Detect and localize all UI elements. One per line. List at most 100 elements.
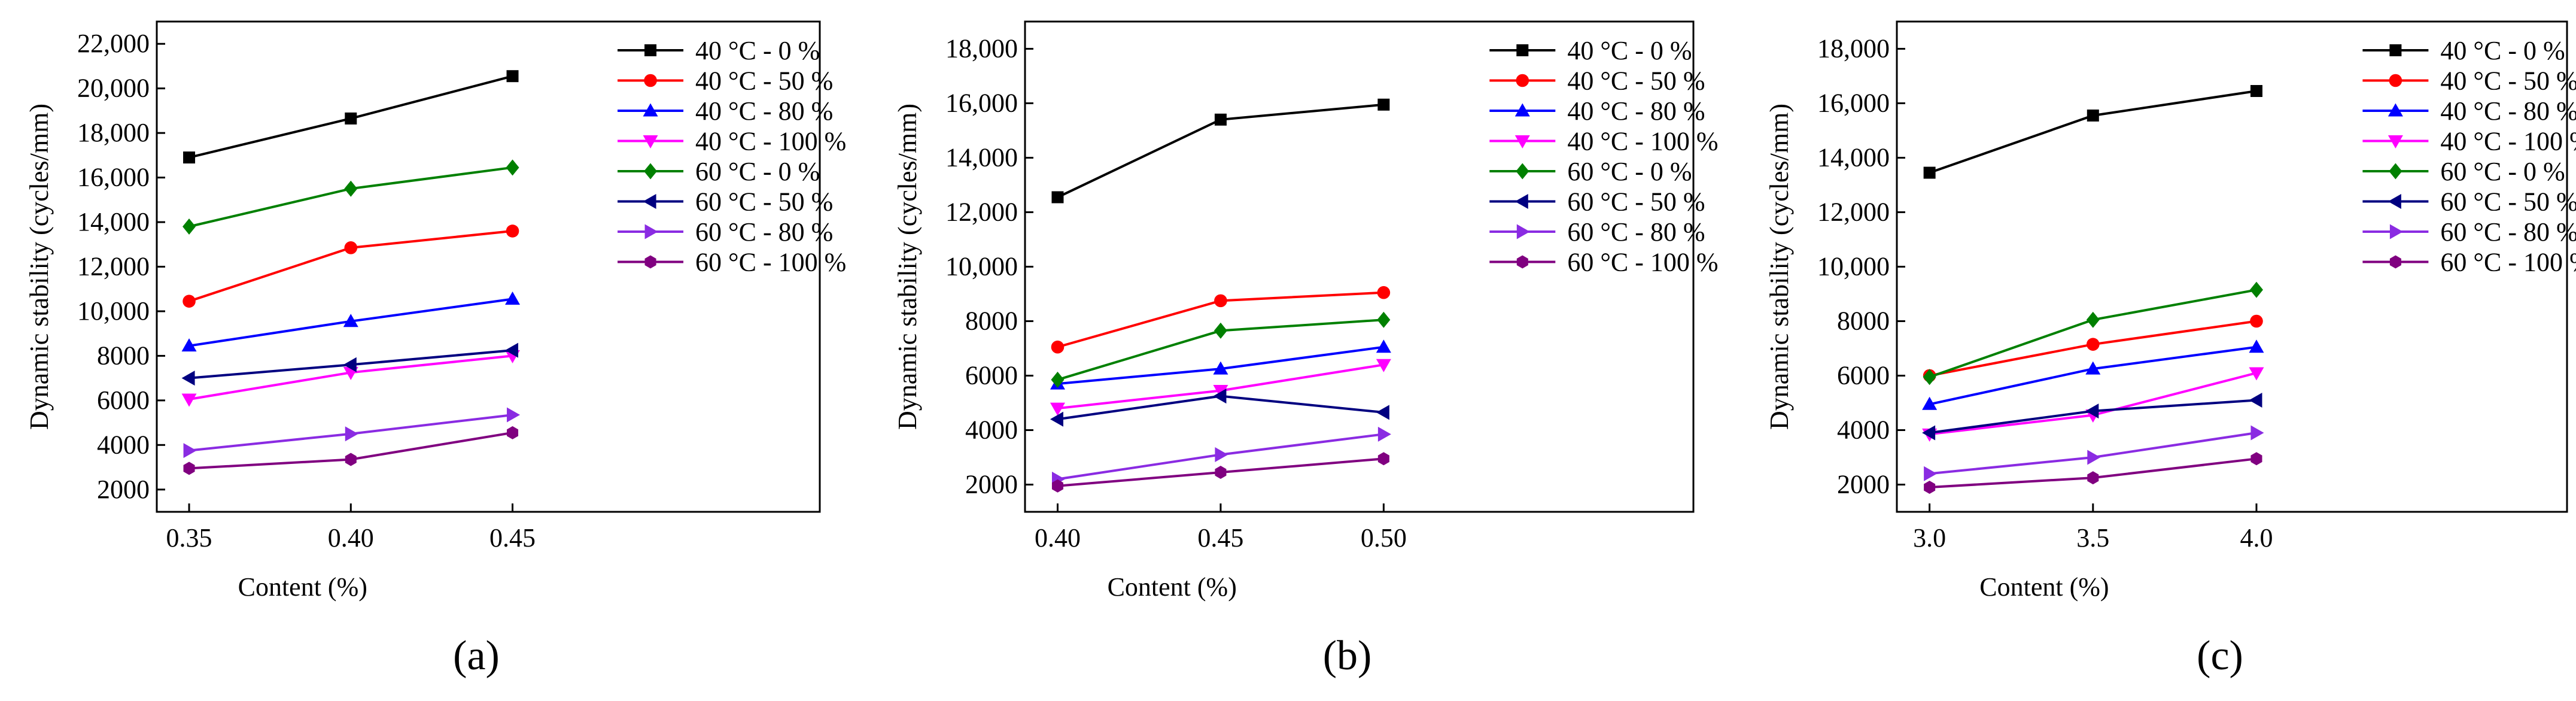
y-tick-label: 8000 bbox=[97, 341, 150, 370]
legend-marker bbox=[644, 44, 657, 56]
series-1 bbox=[183, 70, 519, 164]
y-tick-label: 16,000 bbox=[77, 163, 150, 192]
y-tick-label: 12,000 bbox=[1817, 198, 1890, 227]
data-point bbox=[2086, 311, 2100, 328]
legend-marker bbox=[2389, 74, 2402, 87]
data-point bbox=[507, 426, 519, 439]
data-point bbox=[183, 295, 196, 308]
data-point bbox=[1376, 339, 1391, 353]
data-point bbox=[1922, 425, 1936, 441]
legend-entry: 40 °C - 50 % bbox=[2362, 66, 2576, 96]
y-tick-label: 16,000 bbox=[945, 89, 1018, 118]
series-1 bbox=[1923, 85, 2262, 179]
y-tick-label: 18,000 bbox=[1817, 34, 1890, 63]
y-tick-label: 14,000 bbox=[1817, 143, 1890, 172]
panel-caption: (b) bbox=[1323, 633, 1372, 679]
data-point bbox=[1214, 322, 1227, 339]
legend-marker bbox=[644, 255, 656, 269]
data-point bbox=[1215, 447, 1228, 462]
series-7 bbox=[183, 407, 521, 459]
legend-marker bbox=[1516, 74, 1529, 87]
y-tick-label: 20,000 bbox=[77, 74, 150, 103]
series-2 bbox=[1923, 314, 2263, 383]
legend-entry: 40 °C - 100 % bbox=[1489, 127, 1719, 156]
legend-label: 60 °C - 100 % bbox=[2440, 248, 2576, 277]
legend-label: 40 °C - 100 % bbox=[1567, 127, 1718, 156]
legend-label: 40 °C - 80 % bbox=[695, 96, 833, 126]
data-point bbox=[343, 357, 357, 372]
data-point bbox=[1050, 411, 1063, 427]
legend-marker bbox=[1516, 163, 1529, 180]
legend-marker bbox=[2388, 103, 2403, 117]
chart-panel-1: 2000 4000 6000 8000 10,000 12,000 14,000 16,000… bbox=[25, 20, 846, 602]
legend-marker bbox=[1514, 135, 1530, 148]
series-7 bbox=[1924, 425, 2264, 481]
legend-marker bbox=[2388, 194, 2401, 209]
data-point bbox=[1923, 166, 1936, 179]
legend-entry: 60 °C - 50 % bbox=[618, 187, 833, 217]
legend-marker bbox=[1516, 255, 1528, 269]
legend-label: 40 °C - 50 % bbox=[2440, 66, 2576, 96]
y-tick-label: 18,000 bbox=[945, 34, 1018, 63]
legend-label: 60 °C - 80 % bbox=[695, 217, 833, 247]
series-5 bbox=[1923, 281, 2263, 386]
data-point bbox=[2250, 85, 2262, 98]
y-tick-label: 14,000 bbox=[77, 207, 150, 236]
y-axis-title: Dynamic stability (cycles/mm) bbox=[1765, 104, 1794, 430]
series-5 bbox=[183, 159, 519, 235]
data-point bbox=[181, 371, 195, 386]
data-point bbox=[1214, 294, 1227, 308]
series-8 bbox=[183, 426, 519, 475]
data-point bbox=[506, 70, 519, 83]
series-line bbox=[188, 166, 513, 228]
legend-label: 40 °C - 0 % bbox=[695, 36, 820, 65]
series-6 bbox=[1050, 389, 1389, 427]
data-point bbox=[505, 342, 519, 358]
legend-entry: 60 °C - 0 % bbox=[618, 157, 820, 186]
data-point bbox=[507, 407, 521, 423]
data-point bbox=[1050, 402, 1065, 416]
legend-label: 60 °C - 50 % bbox=[2440, 187, 2576, 217]
legend-entry: 60 °C - 100 % bbox=[1489, 248, 1719, 277]
legend-entry: 60 °C - 80 % bbox=[618, 217, 833, 247]
data-point bbox=[1051, 340, 1065, 354]
y-tick-label: 10,000 bbox=[1817, 252, 1890, 281]
x-tick-label: 0.45 bbox=[489, 523, 536, 553]
series-6 bbox=[181, 342, 519, 386]
data-point bbox=[1213, 385, 1228, 399]
legend-marker bbox=[1516, 224, 1530, 239]
data-point bbox=[344, 241, 358, 254]
legend-label: 40 °C - 0 % bbox=[1567, 36, 1692, 65]
y-tick-label: 12,000 bbox=[945, 198, 1018, 227]
legend-label: 60 °C - 80 % bbox=[2440, 217, 2576, 247]
legend-marker bbox=[2389, 44, 2402, 56]
data-point bbox=[1377, 311, 1391, 328]
y-tick-label: 14,000 bbox=[945, 143, 1018, 172]
legend-entry: 60 °C - 80 % bbox=[1489, 217, 1705, 247]
x-tick-label: 0.45 bbox=[1197, 523, 1243, 553]
y-axis-title: Dynamic stability (cycles/mm) bbox=[893, 104, 922, 430]
y-tick-label: 16,000 bbox=[1817, 89, 1890, 118]
legend-marker bbox=[644, 74, 657, 87]
data-point bbox=[1922, 396, 1938, 410]
data-point bbox=[1213, 389, 1227, 404]
legend: 40 °C - 0 %40 °C - 50 %40 °C - 80 %40 °C… bbox=[2362, 36, 2576, 277]
legend-marker bbox=[1514, 194, 1528, 209]
legend-label: 40 °C - 50 % bbox=[1567, 66, 1705, 96]
series-3 bbox=[1922, 339, 2264, 410]
series-4 bbox=[181, 350, 521, 407]
x-tick-label: 0.40 bbox=[328, 523, 374, 553]
y-tick-label: 2000 bbox=[97, 475, 150, 504]
legend-marker bbox=[1514, 103, 1530, 117]
y-tick-label: 8000 bbox=[1837, 307, 1890, 336]
y-tick-label: 8000 bbox=[965, 307, 1018, 336]
data-point bbox=[2087, 109, 2099, 122]
series-1 bbox=[1051, 98, 1390, 204]
data-point bbox=[1376, 359, 1391, 372]
x-tick-label: 0.35 bbox=[166, 523, 212, 553]
y-tick-label: 6000 bbox=[965, 361, 1018, 390]
legend-entry: 60 °C - 50 % bbox=[2362, 187, 2576, 217]
legend-marker bbox=[2389, 163, 2402, 180]
data-point bbox=[344, 180, 358, 197]
legend-label: 40 °C - 100 % bbox=[695, 127, 846, 156]
